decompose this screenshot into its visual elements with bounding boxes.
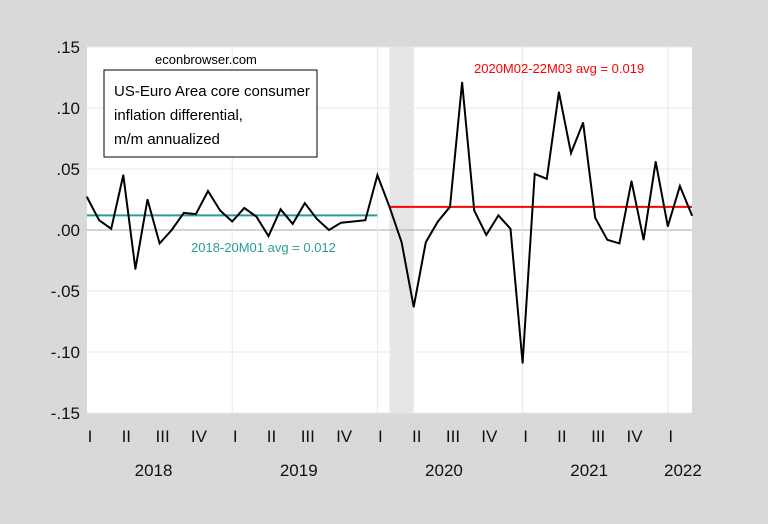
data-point — [473, 209, 476, 212]
x-quarter-label: II — [267, 427, 276, 446]
y-tick-label: .15 — [56, 38, 80, 57]
x-quarter-label: III — [591, 427, 605, 446]
x-year-label: 2018 — [135, 461, 173, 480]
data-point — [582, 121, 584, 124]
data-point — [679, 185, 681, 187]
data-point — [388, 206, 391, 208]
data-point — [630, 180, 633, 182]
data-point — [594, 217, 596, 219]
data-point — [449, 206, 451, 208]
title-line-1: US-Euro Area core consumer — [114, 83, 310, 100]
data-point — [328, 229, 330, 231]
data-point — [243, 207, 246, 209]
title-line-2: inflation differential, — [114, 107, 243, 124]
x-quarter-label: III — [156, 427, 170, 446]
data-point — [376, 174, 379, 176]
y-tick-label: .05 — [56, 160, 80, 179]
y-tick-label: .10 — [56, 99, 80, 118]
data-point — [461, 81, 463, 84]
data-point — [134, 268, 137, 270]
data-point — [618, 242, 621, 245]
title-line-3: m/m annualized — [114, 131, 220, 148]
x-quarter-label: I — [378, 427, 383, 446]
data-point — [231, 220, 233, 223]
data-point — [691, 214, 693, 217]
data-point — [255, 215, 258, 218]
data-point — [170, 229, 173, 231]
data-point — [219, 209, 221, 212]
data-point — [340, 221, 342, 224]
data-point — [291, 223, 294, 225]
y-tick-label: -.05 — [51, 282, 80, 301]
y-tick-label: .00 — [56, 221, 80, 240]
data-point — [267, 235, 270, 237]
data-point — [110, 227, 112, 230]
source-label: econbrowser.com — [155, 52, 257, 67]
x-quarter-label: I — [523, 427, 528, 446]
data-point — [497, 214, 500, 217]
data-point — [304, 202, 306, 204]
x-quarter-label: IV — [191, 427, 208, 446]
y-tick-label: -.10 — [51, 343, 80, 362]
data-point — [158, 242, 161, 245]
data-point — [207, 190, 209, 192]
data-point — [86, 196, 88, 198]
x-year-label: 2022 — [664, 461, 702, 480]
data-point — [425, 241, 427, 243]
data-point — [412, 306, 415, 308]
data-point — [533, 173, 536, 175]
x-quarter-label: IV — [626, 427, 643, 446]
data-point — [654, 160, 657, 163]
data-point — [509, 227, 512, 230]
x-year-label: 2021 — [570, 461, 608, 480]
x-quarter-label: II — [122, 427, 131, 446]
data-point — [364, 219, 367, 222]
data-point — [352, 220, 355, 223]
data-point — [667, 225, 669, 228]
x-quarter-label: II — [557, 427, 566, 446]
data-point — [485, 234, 488, 236]
data-point — [316, 218, 318, 220]
data-point — [521, 362, 524, 364]
data-point — [570, 152, 572, 154]
title-box — [103, 69, 318, 158]
x-quarter-label: IV — [336, 427, 353, 446]
data-point — [146, 198, 149, 201]
x-quarter-label: III — [446, 427, 460, 446]
x-quarter-label: IV — [481, 427, 498, 446]
data-point — [279, 208, 282, 211]
x-year-label: 2020 — [425, 461, 463, 480]
data-point — [195, 213, 197, 215]
data-point — [546, 177, 548, 180]
y-tick-label: -.15 — [51, 404, 80, 423]
x-quarter-label: II — [412, 427, 421, 446]
data-point — [437, 220, 439, 223]
data-point — [400, 241, 403, 243]
x-quarter-label: I — [668, 427, 673, 446]
data-point — [98, 219, 100, 222]
data-point — [558, 91, 560, 93]
avg-label-2020-2022: 2020M02-22M03 avg = 0.019 — [474, 61, 644, 76]
avg-label-2018-2020: 2018-20M01 avg = 0.012 — [191, 240, 336, 255]
x-quarter-label: III — [301, 427, 315, 446]
data-point — [606, 238, 609, 241]
data-point — [122, 174, 125, 176]
data-point — [642, 238, 645, 241]
x-quarter-label: I — [233, 427, 238, 446]
x-quarter-label: I — [88, 427, 93, 446]
x-year-label: 2019 — [280, 461, 318, 480]
data-point — [183, 212, 185, 214]
